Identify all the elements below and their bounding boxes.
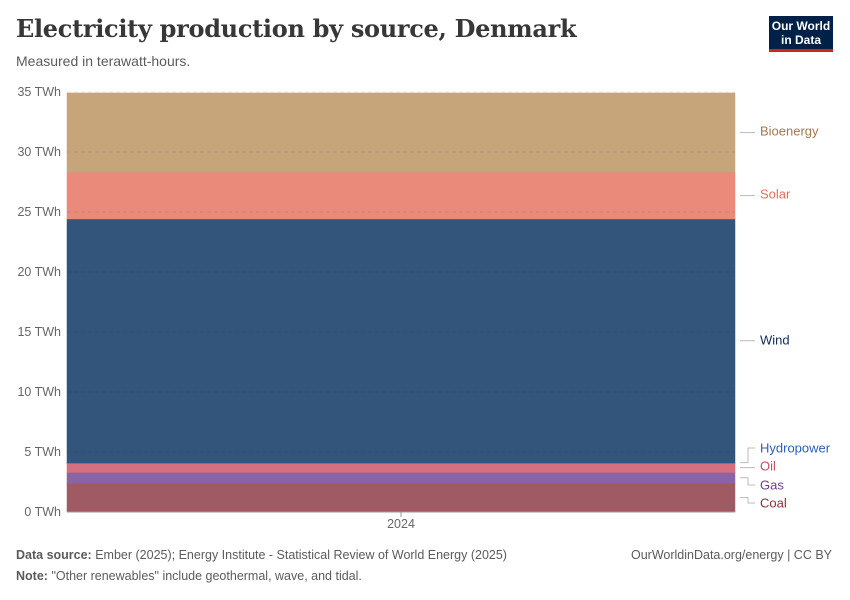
legend-connector	[740, 477, 755, 486]
area-solar[interactable]	[66, 171, 736, 220]
area-oil[interactable]	[66, 462, 736, 473]
legend-label-solar[interactable]: Solar	[760, 187, 791, 202]
legend-label-bioenergy[interactable]: Bioenergy	[760, 124, 819, 139]
source-line: Data source: Ember (2025); Energy Instit…	[16, 548, 507, 562]
y-tick-label: 20 TWh	[17, 265, 61, 279]
owid-url[interactable]: OurWorldinData.org/energy | CC BY	[630, 548, 832, 562]
note-text: "Other renewables" include geothermal, w…	[51, 569, 362, 583]
x-tick-label: 2024	[387, 517, 415, 531]
legend-label-wind[interactable]: Wind	[760, 333, 790, 348]
legend-label-hydropower[interactable]: Hydropower	[760, 441, 831, 456]
y-tick-label: 5 TWh	[24, 445, 61, 459]
legend-label-gas[interactable]: Gas	[760, 478, 784, 493]
note-label: Note:	[16, 569, 48, 583]
area-bioenergy[interactable]	[66, 92, 736, 173]
legend-connector	[740, 497, 755, 504]
legend-label-coal[interactable]: Coal	[760, 496, 787, 511]
area-coal[interactable]	[66, 482, 736, 513]
chart-title: Electricity production by source, Denmar…	[16, 14, 577, 43]
legend-label-oil[interactable]: Oil	[760, 459, 776, 474]
area-gas[interactable]	[66, 472, 736, 484]
source-text[interactable]: Ember (2025); Energy Institute - Statist…	[95, 548, 507, 562]
note-line: Note: "Other renewables" include geother…	[16, 569, 362, 583]
y-tick-label: 0 TWh	[24, 505, 61, 519]
area-wind[interactable]	[66, 218, 736, 463]
logo-text: Our World in Data	[771, 19, 831, 47]
y-tick-label: 35 TWh	[17, 85, 61, 99]
y-tick-label: 10 TWh	[17, 385, 61, 399]
chart-subtitle: Measured in terawatt-hours.	[16, 53, 191, 69]
y-tick-label: 25 TWh	[17, 205, 61, 219]
legend-connector	[740, 447, 755, 464]
y-tick-label: 30 TWh	[17, 145, 61, 159]
y-tick-label: 15 TWh	[17, 325, 61, 339]
source-label: Data source:	[16, 548, 92, 562]
owid-logo[interactable]: Our World in Data	[769, 16, 833, 52]
